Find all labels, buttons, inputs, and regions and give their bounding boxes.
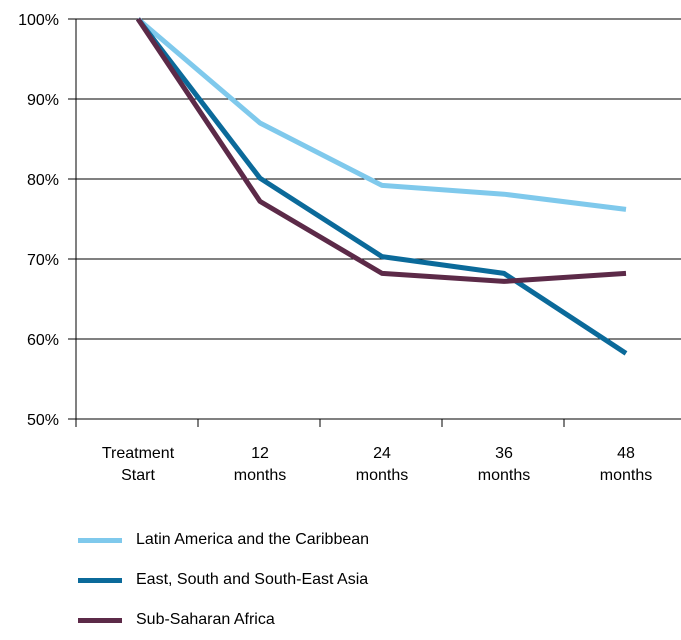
x-tick-label: 24 months <box>356 445 408 484</box>
x-tick-label: 48 months <box>600 445 652 484</box>
legend-swatch-sub-saharan-africa <box>78 617 122 623</box>
x-tick-label: Treatment Start <box>102 445 175 484</box>
legend-swatch-asia <box>78 577 122 583</box>
y-tick-label: 100% <box>18 12 59 29</box>
x-axis-ticks: Treatment Start 12 months 24 months 36 months 48… <box>102 445 652 484</box>
legend-label: Latin America and the Caribbean <box>136 531 370 548</box>
legend-item-sub-saharan-africa: Sub-Saharan Africa <box>78 600 369 640</box>
legend-swatch-latin-america <box>78 537 122 543</box>
y-tick-label: 70% <box>27 252 59 269</box>
y-tick-label: 60% <box>27 332 59 349</box>
series-line-1 <box>136 17 628 356</box>
legend-item-latin-america: Latin America and the Caribbean <box>78 520 369 560</box>
series-lines <box>135 17 628 356</box>
legend-label: Sub-Saharan Africa <box>136 611 275 628</box>
x-tick-label: 36 months <box>478 445 530 484</box>
y-axis-ticks: 50% 60% 70% 80% 90% 100% <box>18 12 59 429</box>
gridlines <box>68 18 681 427</box>
line-chart: 50% 60% 70% 80% 90% 100% Treatment Start 12 mont… <box>18 12 681 484</box>
series-line-0 <box>136 17 627 212</box>
legend: Latin America and the Caribbean East, So… <box>78 520 369 640</box>
legend-label: East, South and South-East Asia <box>136 571 369 588</box>
y-tick-label: 90% <box>27 92 59 109</box>
series-line-2 <box>135 17 627 284</box>
x-tick-label: 12 months <box>234 445 286 484</box>
y-tick-label: 50% <box>27 412 59 429</box>
y-tick-label: 80% <box>27 172 59 189</box>
legend-item-asia: East, South and South-East Asia <box>78 560 369 600</box>
